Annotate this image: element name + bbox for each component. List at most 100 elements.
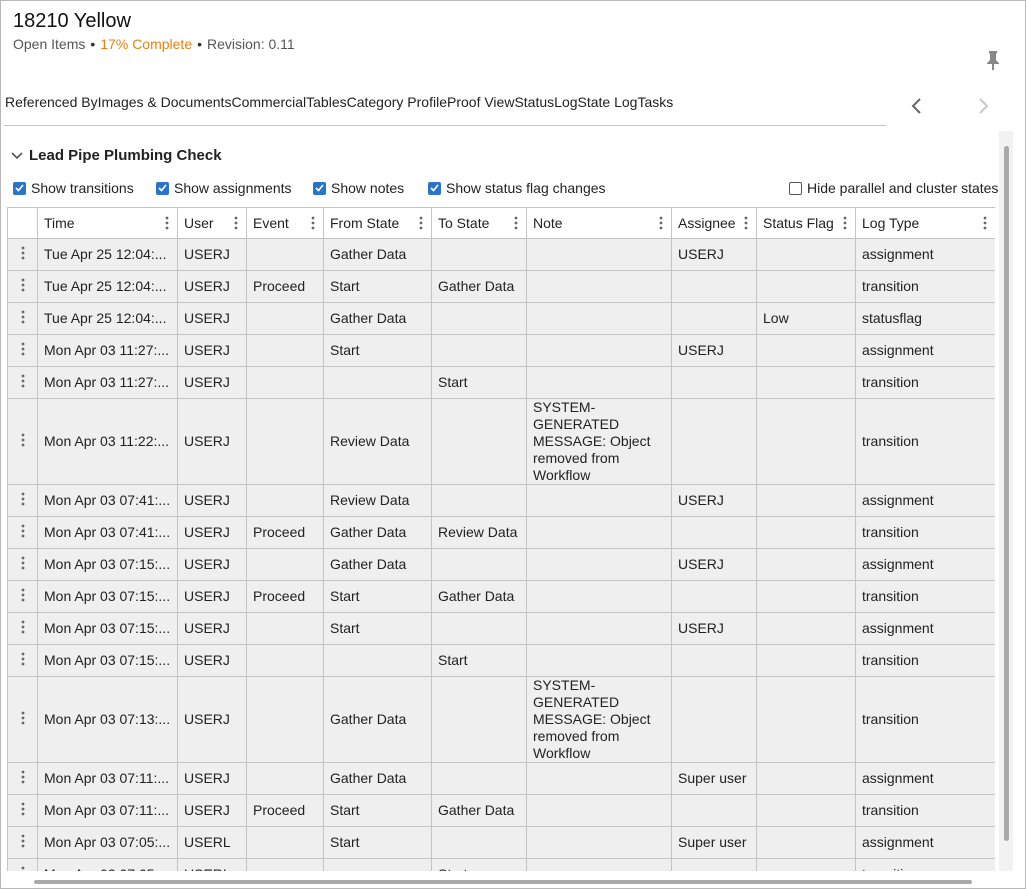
tab[interactable]: Tables: [306, 94, 347, 110]
row-menu[interactable]: [7, 762, 38, 795]
row-menu[interactable]: [7, 644, 38, 677]
kebab-icon[interactable]: [21, 556, 25, 570]
row-menu[interactable]: [7, 270, 38, 303]
column-menu[interactable]: [843, 216, 847, 234]
pin-icon[interactable]: [985, 49, 1001, 71]
kebab-icon[interactable]: [21, 310, 25, 324]
table-cell: [323, 644, 432, 677]
kebab-icon[interactable]: [843, 216, 847, 230]
checkbox-option[interactable]: Show notes: [313, 180, 404, 196]
column-menu[interactable]: [419, 216, 423, 234]
table-cell: Mon Apr 03 11:27:...: [37, 366, 178, 399]
kebab-icon[interactable]: [311, 216, 315, 230]
kebab-icon[interactable]: [21, 711, 25, 725]
kebab-icon[interactable]: [21, 492, 25, 506]
checkbox-option[interactable]: Show transitions: [13, 180, 134, 196]
kebab-icon[interactable]: [21, 802, 25, 816]
table-row: Mon Apr 03 11:27:... USERJ Start transition: [7, 366, 995, 399]
kebab-icon[interactable]: [744, 216, 748, 230]
row-menu[interactable]: [7, 612, 38, 645]
tab-divider: [4, 125, 886, 126]
tab[interactable]: Status: [514, 94, 555, 110]
table-cell: [756, 826, 856, 859]
tab[interactable]: State Log: [577, 94, 638, 110]
kebab-icon[interactable]: [21, 246, 25, 260]
horizontal-scroll-thumb[interactable]: [34, 880, 972, 884]
checkbox[interactable]: [156, 181, 169, 195]
kebab-icon[interactable]: [234, 216, 238, 230]
table-row: Mon Apr 03 07:05:... USERL Start transition: [7, 858, 995, 872]
tab[interactable]: Category Profile: [346, 94, 447, 110]
column-menu[interactable]: [234, 216, 238, 234]
section-header[interactable]: Lead Pipe Plumbing Check: [11, 147, 222, 164]
kebab-icon[interactable]: [419, 216, 423, 230]
row-menu[interactable]: [7, 484, 38, 517]
checkbox-option[interactable]: Show status flag changes: [428, 180, 606, 196]
kebab-icon[interactable]: [21, 278, 25, 292]
column-header[interactable]: To State: [431, 207, 527, 239]
kebab-icon[interactable]: [983, 216, 987, 230]
row-menu[interactable]: [7, 516, 38, 549]
column-menu[interactable]: [744, 216, 748, 234]
kebab-icon[interactable]: [21, 652, 25, 666]
tab-scroll-right[interactable]: [975, 96, 991, 116]
tab[interactable]: Log: [554, 94, 578, 110]
checkbox[interactable]: [789, 181, 802, 195]
row-menu[interactable]: [7, 238, 38, 271]
checkbox[interactable]: [13, 181, 26, 195]
column-header[interactable]: Event: [246, 207, 324, 239]
kebab-icon[interactable]: [165, 216, 169, 230]
row-menu[interactable]: [7, 794, 38, 827]
kebab-icon[interactable]: [21, 770, 25, 784]
column-header[interactable]: From State: [323, 207, 432, 239]
column-menu[interactable]: [311, 216, 315, 234]
column-menu[interactable]: [514, 216, 518, 234]
checkbox-option[interactable]: Hide parallel and cluster states: [789, 180, 998, 196]
column-header[interactable]: Status Flag: [756, 207, 856, 239]
kebab-icon[interactable]: [514, 216, 518, 230]
column-header[interactable]: User: [177, 207, 247, 239]
table-cell: [431, 548, 527, 581]
tab-scroll-left[interactable]: [909, 96, 925, 116]
cell-text: USERJ: [184, 652, 230, 668]
row-menu[interactable]: [7, 398, 38, 485]
row-menu[interactable]: [7, 676, 38, 763]
row-menu[interactable]: [7, 334, 38, 367]
kebab-icon[interactable]: [659, 216, 663, 230]
kebab-icon[interactable]: [21, 866, 25, 872]
kebab-icon[interactable]: [21, 620, 25, 634]
kebab-icon[interactable]: [21, 433, 25, 447]
kebab-icon[interactable]: [21, 374, 25, 388]
column-menu[interactable]: [983, 216, 987, 234]
checkbox[interactable]: [428, 181, 441, 195]
row-menu[interactable]: [7, 366, 38, 399]
column-menu[interactable]: [165, 216, 169, 234]
column-header[interactable]: Note: [526, 207, 672, 239]
row-menu[interactable]: [7, 826, 38, 859]
row-menu[interactable]: [7, 548, 38, 581]
column-header[interactable]: Log Type: [855, 207, 995, 239]
tab[interactable]: Tasks: [637, 94, 674, 110]
table-row: Mon Apr 03 07:11:... USERJ Proceed Start Gat…: [7, 794, 995, 827]
tab[interactable]: Images & Documents: [97, 94, 232, 110]
checkbox-option[interactable]: Show assignments: [156, 180, 292, 196]
table-cell: [756, 762, 856, 795]
vertical-scroll-thumb[interactable]: [1004, 146, 1009, 841]
kebab-icon[interactable]: [21, 342, 25, 356]
row-menu[interactable]: [7, 858, 38, 872]
checkbox[interactable]: [313, 181, 326, 195]
check-mark: [158, 184, 167, 192]
tab[interactable]: Referenced By: [5, 94, 98, 110]
column-header[interactable]: Assignee: [671, 207, 757, 239]
tab[interactable]: Proof View: [447, 94, 515, 110]
kebab-icon[interactable]: [21, 834, 25, 848]
table-cell: USERJ: [177, 516, 247, 549]
column-header[interactable]: Time: [37, 207, 178, 239]
kebab-icon[interactable]: [21, 588, 25, 602]
column-menu[interactable]: [659, 216, 663, 234]
collapse-icon[interactable]: [11, 151, 23, 161]
tab[interactable]: Commercial: [231, 94, 307, 110]
row-menu[interactable]: [7, 580, 38, 613]
row-menu[interactable]: [7, 302, 38, 335]
kebab-icon[interactable]: [21, 524, 25, 538]
